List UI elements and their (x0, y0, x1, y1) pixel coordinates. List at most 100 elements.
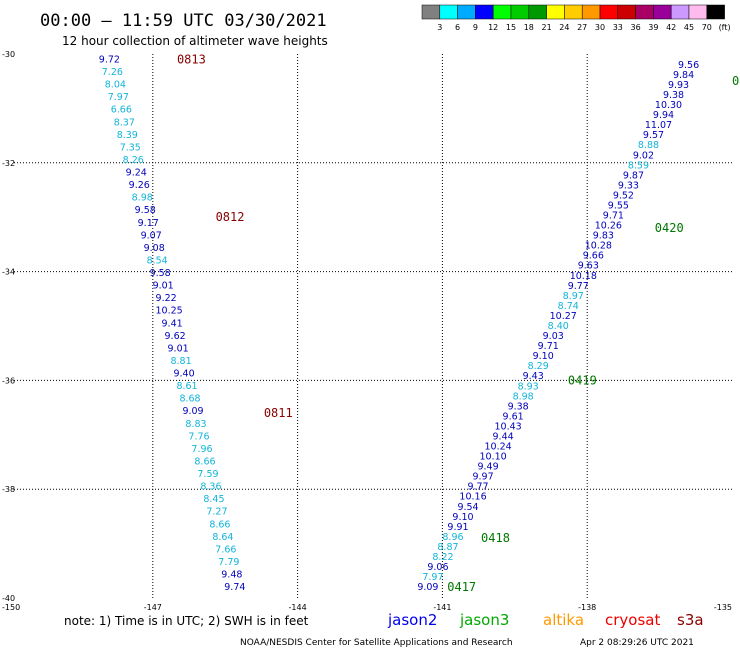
swh-value-label: 9.06 (427, 562, 448, 573)
swh-value-label: 9.44 (493, 431, 514, 442)
x-tick-label: -150 (2, 603, 20, 612)
satellite-legend-item: altika (543, 611, 584, 629)
swh-value-label: 7.27 (206, 507, 227, 518)
swh-value-label: 8.59 (628, 160, 649, 171)
swh-value-label: 10.24 (484, 442, 511, 453)
x-tick-label: -141 (433, 603, 451, 612)
swh-value-label: 9.61 (503, 411, 524, 422)
swh-value-label: 8.74 (558, 301, 579, 312)
swh-value-label: 7.76 (188, 431, 209, 442)
swh-value-label: 9.56 (678, 60, 699, 71)
swh-value-label: 7.35 (120, 142, 141, 153)
swh-value-label: 10.16 (459, 492, 486, 503)
colorbar-swatch (599, 4, 619, 20)
colorbar-label: 15 (506, 23, 516, 32)
pass-time-label: 0417 (447, 580, 476, 594)
y-tick-label: -36 (2, 376, 15, 385)
pass-time-label: 0813 (177, 52, 206, 66)
swh-value-label: 9.09 (182, 406, 203, 417)
swh-value-label: 8.04 (105, 80, 126, 91)
swh-value-label: 9.38 (508, 401, 529, 412)
x-tick-label: -147 (144, 603, 162, 612)
swh-value-label: 8.81 (170, 356, 191, 367)
swh-value-label: 8.36 (200, 482, 221, 493)
altimeter-tracks: 9.727.268.047.976.668.378.397.358.269.24… (99, 54, 699, 593)
satellite-legend: jason2 jason3 altika cryosat s3a (387, 611, 704, 629)
swh-value-label: 7.79 (218, 557, 239, 568)
colorbar-label: 39 (648, 23, 658, 32)
swh-value-label: 7.26 (102, 67, 123, 78)
pass-time-label: 0420 (655, 221, 684, 235)
swh-value-label: 10.18 (570, 271, 597, 282)
swh-value-label: 9.48 (221, 570, 242, 581)
swh-value-label: 7.97 (108, 92, 129, 103)
swh-value-label: 9.10 (533, 351, 554, 362)
time-labels: 0813 0812 0811 0421 0420 0419 0418 0417 (177, 52, 740, 594)
y-axis-ticks: -30 -32 -34 -36 -38 -40 (2, 50, 15, 603)
swh-value-label: 10.27 (550, 311, 577, 322)
swh-value-label: 9.91 (447, 522, 468, 533)
colorbar-swatch (635, 4, 654, 20)
satellite-legend-item: jason2 (387, 611, 437, 629)
swh-value-label: 9.49 (477, 462, 498, 473)
swh-value-label: 8.98 (513, 391, 534, 402)
swh-value-label: 8.29 (528, 361, 549, 372)
swh-value-label: 8.83 (185, 419, 206, 430)
colorbar-label: 21 (542, 23, 552, 32)
colorbar-swatch (492, 4, 512, 20)
swh-value-label: 9.71 (603, 211, 624, 222)
swh-value-label: 10.25 (156, 306, 183, 317)
timestamp-text: Apr 2 08:29:26 UTC 2021 (580, 638, 694, 648)
footer-note: note: 1) Time is in UTC; 2) SWH is in fe… (64, 614, 309, 628)
satellite-legend-item: jason3 (459, 611, 509, 629)
swh-value-label: 10.30 (655, 100, 682, 111)
satellite-legend-item: s3a (677, 611, 704, 629)
colorbar-swatch (706, 4, 725, 20)
colorbar-swatch (670, 4, 690, 20)
pass-time-label: 0421 (732, 74, 740, 88)
swh-value-label: 10.28 (585, 241, 612, 252)
swh-value-label: 9.52 (613, 190, 634, 201)
swh-value-label: 9.77 (467, 482, 488, 493)
swh-value-label: 8.96 (442, 532, 463, 543)
swh-value-label: 9.07 (141, 230, 162, 241)
x-axis-ticks: -150 -147 -144 -141 -138 -135 (2, 603, 732, 612)
pass-time-label: 0811 (264, 406, 293, 420)
colorbar-label: 42 (666, 23, 676, 32)
swh-value-label: 9.33 (618, 180, 639, 191)
swh-value-label: 9.17 (138, 218, 159, 229)
swh-value-label: 8.68 (179, 394, 200, 405)
swh-value-label: 8.45 (203, 494, 224, 505)
colorbar-swatch (528, 4, 547, 20)
swh-value-label: 8.54 (147, 255, 168, 266)
colorbar-label: (ft) (719, 23, 731, 32)
swh-value-label: 8.97 (563, 291, 584, 302)
colorbar-label: 36 (631, 23, 641, 32)
swh-value-label: 8.40 (548, 321, 569, 332)
colorbar-label: 70 (702, 23, 712, 32)
swh-value-label: 8.98 (132, 193, 153, 204)
colorbar-swatch (564, 4, 583, 20)
y-tick-label: -40 (2, 594, 15, 603)
swh-value-label: 9.57 (643, 130, 664, 141)
colorbar-label: 12 (488, 23, 498, 32)
swh-value-label: 9.40 (173, 369, 194, 380)
colorbar-swatch (617, 4, 636, 20)
swh-value-label: 9.01 (153, 281, 174, 292)
colorbar-label: 9 (473, 23, 478, 32)
colorbar-swatch (421, 4, 441, 20)
swh-value-label: 8.93 (518, 381, 539, 392)
pass-time-label: 0419 (568, 373, 597, 387)
swh-value-label: 10.26 (595, 221, 622, 232)
swh-value-label: 9.24 (126, 168, 147, 179)
swh-value-label: 9.93 (668, 80, 689, 91)
pass-time-label: 0812 (216, 210, 245, 224)
swh-value-label: 9.84 (673, 70, 694, 81)
swh-value-label: 10.43 (495, 421, 522, 432)
swh-value-label: 7.96 (191, 444, 212, 455)
swh-value-label: 9.02 (633, 150, 654, 161)
swh-value-label: 9.97 (472, 472, 493, 483)
swh-value-label: 9.38 (663, 90, 684, 101)
swh-value-label: 8.64 (212, 532, 233, 543)
